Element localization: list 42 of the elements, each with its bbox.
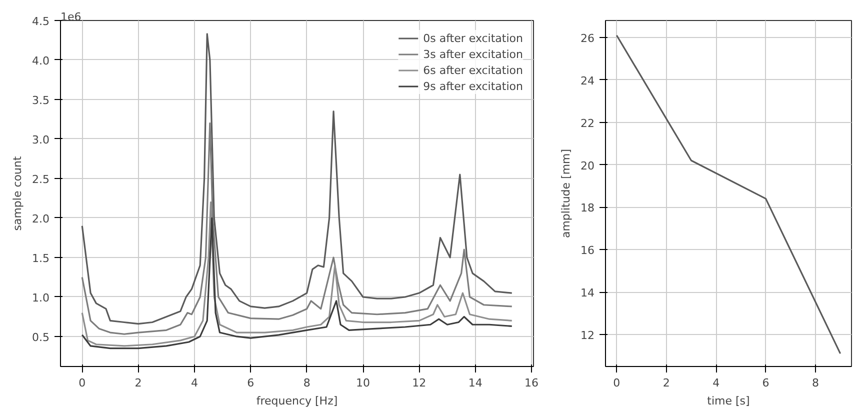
x-tick-label: 16 [524, 376, 539, 390]
y-tick-label: 18 [580, 202, 595, 215]
line-series [616, 34, 842, 354]
y-tick-label: 1.5 [32, 252, 50, 265]
line-series [81, 122, 513, 335]
x-tick-label: 0 [78, 376, 86, 390]
annotation: 1e6 [60, 10, 82, 24]
x-tick-label: 0 [613, 376, 620, 390]
y-tick-label: 0.5 [32, 330, 50, 344]
x-tick-label: 14 [468, 376, 482, 390]
legend-label: 3s after excitation [423, 46, 523, 62]
legend-label: 6s after excitation [423, 62, 523, 78]
y-tick-label: 22 [580, 116, 595, 130]
y-tick-label: 14 [580, 286, 595, 300]
x-tick-label: 4 [712, 376, 720, 390]
x-tick-label: 10 [356, 376, 370, 390]
y-tick-label: 3.5 [32, 94, 50, 107]
x-axis-title: frequency [Hz] [256, 394, 338, 408]
y-tick-label: 4.0 [32, 54, 50, 68]
x-axis-title: time [s] [707, 394, 750, 408]
y-tick-label: 2.0 [32, 212, 50, 226]
x-tick-label: 12 [412, 376, 426, 390]
y-axis-title: amplitude [mm] [560, 148, 573, 238]
x-tick-label: 4 [190, 376, 198, 390]
y-tick-label: 3.0 [32, 133, 50, 146]
x-tick-label: 8 [812, 376, 819, 390]
x-tick-label: 8 [303, 376, 310, 390]
y-axis-title: sample count [11, 156, 24, 231]
y-tick-label: 16 [580, 244, 595, 258]
x-tick-label: 2 [134, 376, 142, 390]
legend-label: 0s after excitation [423, 30, 523, 46]
y-tick-label: 12 [580, 328, 595, 342]
y-tick-label: 1.0 [32, 291, 50, 304]
x-tick-label: 6 [762, 376, 770, 390]
y-tick-label: 24 [580, 74, 595, 88]
x-tick-label: 2 [662, 376, 670, 390]
y-tick-label: 4.5 [32, 15, 50, 28]
y-tick-label: 20 [580, 159, 595, 172]
legend-label: 9s after excitation [423, 78, 523, 94]
y-tick-label: 26 [580, 32, 595, 45]
x-tick-label: 6 [247, 376, 254, 390]
y-tick-label: 2.5 [32, 172, 50, 186]
